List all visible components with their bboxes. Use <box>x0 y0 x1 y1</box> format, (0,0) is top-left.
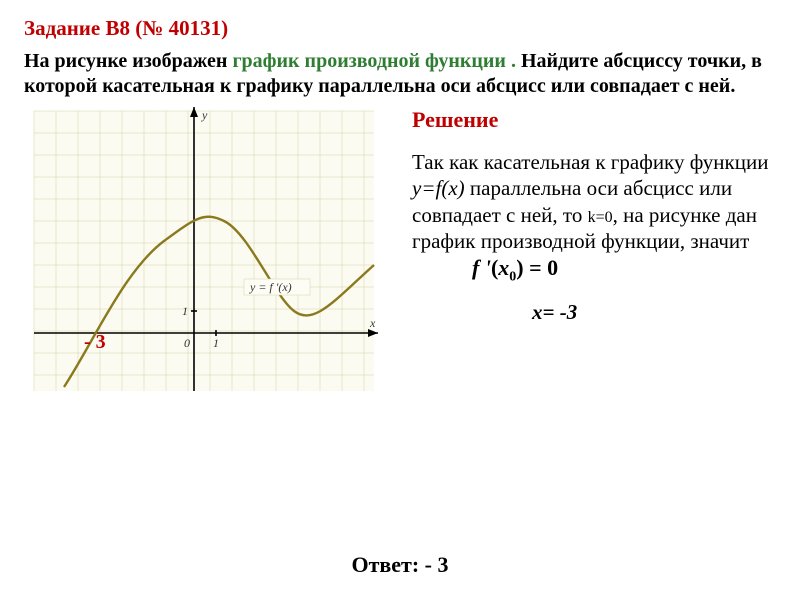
svg-text:0: 0 <box>184 336 190 350</box>
task-title: Задание B8 (№ 40131) <box>24 16 776 41</box>
desc-highlight: график производной функции . <box>232 50 521 72</box>
answer: Ответ: - 3 <box>0 552 800 578</box>
svg-text:1: 1 <box>213 336 219 350</box>
svg-text:1: 1 <box>182 304 188 318</box>
solution-body: Так как касательная к графику функции y=… <box>412 149 776 286</box>
sol-func: y=f(x) <box>412 176 465 200</box>
chart-region: y x 0 1 1 y = f '(x) - 3 <box>24 101 384 401</box>
svg-text:y: y <box>201 108 208 122</box>
derivative-chart: y x 0 1 1 y = f '(x) <box>24 101 384 401</box>
formula-eq: = 0 <box>524 255 559 280</box>
task-description: На рисунке изображен график производной … <box>24 49 776 99</box>
svg-text:y = f '(x): y = f '(x) <box>249 280 292 294</box>
x-equals: x= -3 <box>412 300 776 325</box>
root-marker-neg3: - 3 <box>84 331 106 354</box>
formula-x: x <box>498 255 509 280</box>
solution-title: Решение <box>412 107 776 133</box>
formula-close: ) <box>516 255 523 280</box>
sol-k: k=0 <box>588 209 613 226</box>
desc-prefix: На рисунке изображен <box>24 50 232 72</box>
sol-line1: Так как касательная к графику функции <box>412 150 768 174</box>
formula: f '(x0) = 0 <box>472 254 558 286</box>
svg-text:x: x <box>369 316 376 330</box>
formula-f: f ' <box>472 255 491 280</box>
solution-region: Решение Так как касательная к графику фу… <box>384 101 776 401</box>
